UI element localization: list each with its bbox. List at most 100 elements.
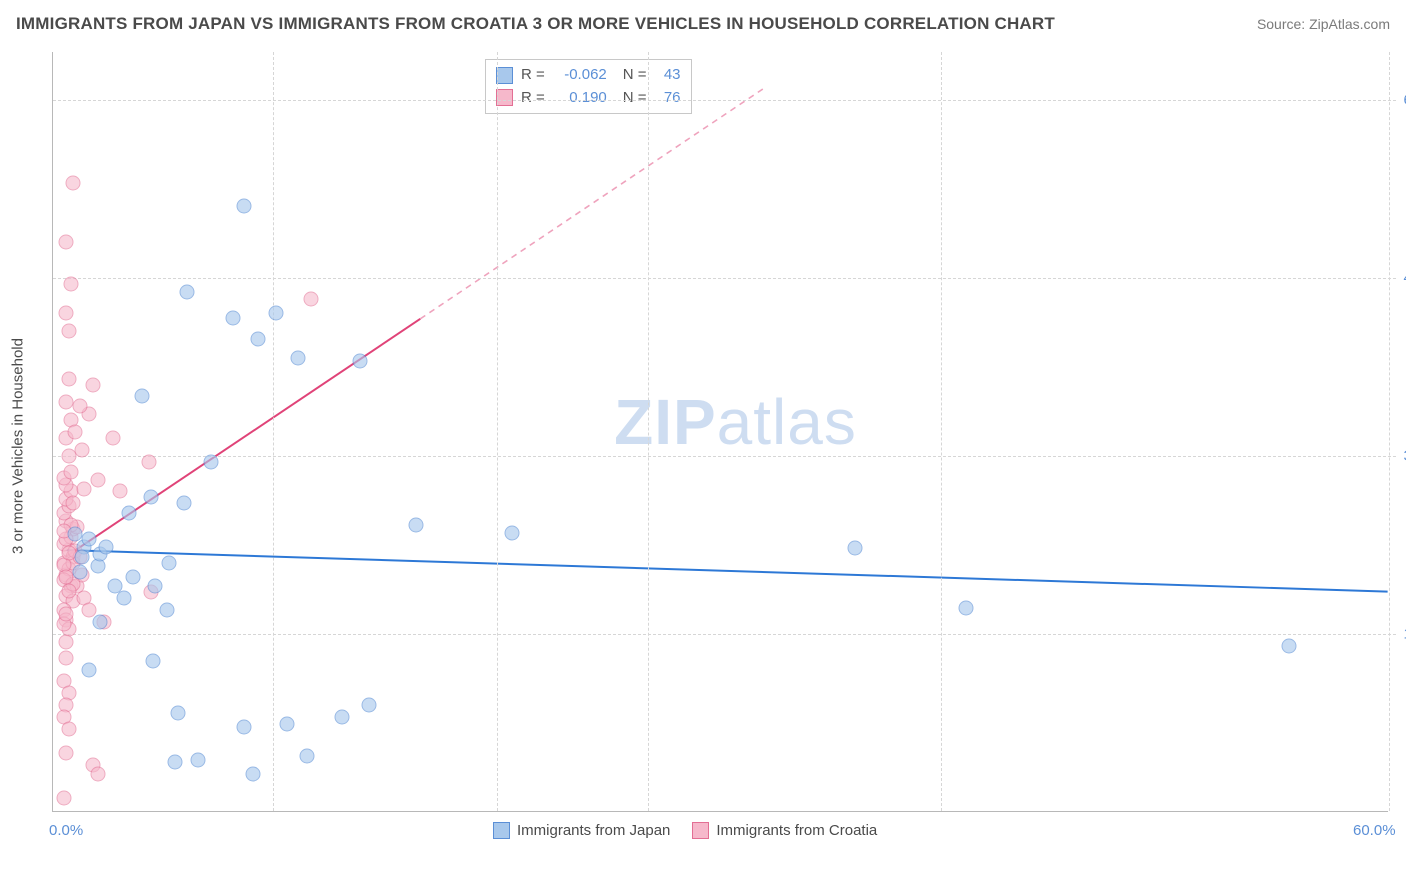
point-croatia (106, 430, 121, 445)
y-tick-label: 60.0% (1390, 91, 1406, 108)
point-japan (335, 710, 350, 725)
point-croatia (63, 276, 78, 291)
point-japan (250, 332, 265, 347)
legend-series-label: Immigrants from Japan (517, 822, 670, 839)
legend-series-item: Immigrants from Japan (493, 822, 670, 839)
point-japan (290, 351, 305, 366)
point-japan (135, 389, 150, 404)
point-japan (126, 569, 141, 584)
vgrid-line (1389, 52, 1390, 811)
legend-stat-row: R = -0.062 N = 43 (496, 64, 681, 87)
point-croatia (74, 442, 89, 457)
watermark: ZIPatlas (614, 385, 857, 459)
point-croatia (61, 584, 76, 599)
y-tick-label: 15.0% (1390, 625, 1406, 642)
point-japan (408, 517, 423, 532)
point-japan (148, 579, 163, 594)
point-japan (177, 496, 192, 511)
legend-series: Immigrants from Japan Immigrants from Cro… (493, 822, 877, 839)
point-croatia (77, 482, 92, 497)
point-japan (170, 706, 185, 721)
point-croatia (59, 235, 74, 250)
point-croatia (112, 484, 127, 499)
source-label: Source: ZipAtlas.com (1257, 16, 1390, 32)
point-japan (121, 505, 136, 520)
legend-n-label: N = (623, 87, 647, 110)
point-japan (237, 199, 252, 214)
legend-swatch (493, 822, 510, 839)
vgrid-line (941, 52, 942, 811)
point-japan (226, 311, 241, 326)
vgrid-line (273, 52, 274, 811)
point-japan (268, 306, 283, 321)
point-croatia (59, 745, 74, 760)
point-croatia (72, 398, 87, 413)
trend-lines (53, 52, 1388, 811)
hgrid-line (53, 278, 1396, 279)
point-japan (179, 284, 194, 299)
plot-inner: ZIPatlas R =-0.062N =43R =0.190N =76 15.… (53, 52, 1388, 811)
y-tick-label: 45.0% (1390, 269, 1406, 286)
legend-r-value: -0.062 (553, 64, 607, 87)
legend-swatch (496, 89, 513, 106)
point-croatia (61, 721, 76, 736)
legend-stat-row: R =0.190N =76 (496, 87, 681, 110)
title-bar: IMMIGRANTS FROM JAPAN VS IMMIGRANTS FROM… (16, 14, 1390, 34)
legend-series-item: Immigrants from Croatia (692, 822, 877, 839)
point-croatia (59, 635, 74, 650)
point-japan (99, 540, 114, 555)
vgrid-line (648, 52, 649, 811)
point-japan (168, 755, 183, 770)
point-croatia (66, 496, 81, 511)
x-tick-label: 60.0% (1353, 822, 1396, 839)
point-japan (74, 549, 89, 564)
point-croatia (61, 371, 76, 386)
point-japan (847, 541, 862, 556)
hgrid-line (53, 634, 1396, 635)
legend-swatch (692, 822, 709, 839)
point-japan (81, 531, 96, 546)
point-japan (504, 525, 519, 540)
legend-r-label: R = (521, 87, 545, 110)
point-japan (143, 490, 158, 505)
point-croatia (59, 606, 74, 621)
point-croatia (57, 790, 72, 805)
point-japan (68, 527, 83, 542)
chart-title: IMMIGRANTS FROM JAPAN VS IMMIGRANTS FROM… (16, 14, 1055, 34)
point-japan (279, 717, 294, 732)
point-croatia (90, 767, 105, 782)
watermark-zip: ZIP (614, 386, 717, 458)
point-japan (246, 767, 261, 782)
point-croatia (68, 425, 83, 440)
legend-stats-box: R =-0.062N =43R =0.190N =76 (485, 59, 692, 114)
legend-series-label: Immigrants from Croatia (716, 822, 877, 839)
point-japan (190, 752, 205, 767)
x-tick-label: 0.0% (49, 822, 83, 839)
y-tick-label: 30.0% (1390, 447, 1406, 464)
point-japan (92, 615, 107, 630)
point-croatia (304, 292, 319, 307)
point-japan (72, 565, 87, 580)
point-croatia (59, 650, 74, 665)
point-croatia (141, 454, 156, 469)
legend-n-value: 43 (655, 64, 681, 87)
point-japan (362, 698, 377, 713)
point-japan (159, 603, 174, 618)
plot-area: ZIPatlas R =-0.062N =43R =0.190N =76 15.… (52, 52, 1388, 812)
legend-n-label: N = (623, 64, 647, 87)
point-croatia (90, 472, 105, 487)
point-croatia (66, 175, 81, 190)
vgrid-line (497, 52, 498, 811)
point-japan (81, 662, 96, 677)
point-croatia (86, 377, 101, 392)
legend-r-label: R = (521, 64, 545, 87)
point-croatia (61, 324, 76, 339)
point-japan (146, 654, 161, 669)
point-japan (299, 749, 314, 764)
watermark-atlas: atlas (717, 386, 857, 458)
legend-n-value: 76 (655, 87, 681, 110)
point-croatia (63, 465, 78, 480)
y-axis-label: 3 or more Vehicles in Household (10, 338, 27, 554)
point-japan (117, 591, 132, 606)
hgrid-line (53, 100, 1396, 101)
